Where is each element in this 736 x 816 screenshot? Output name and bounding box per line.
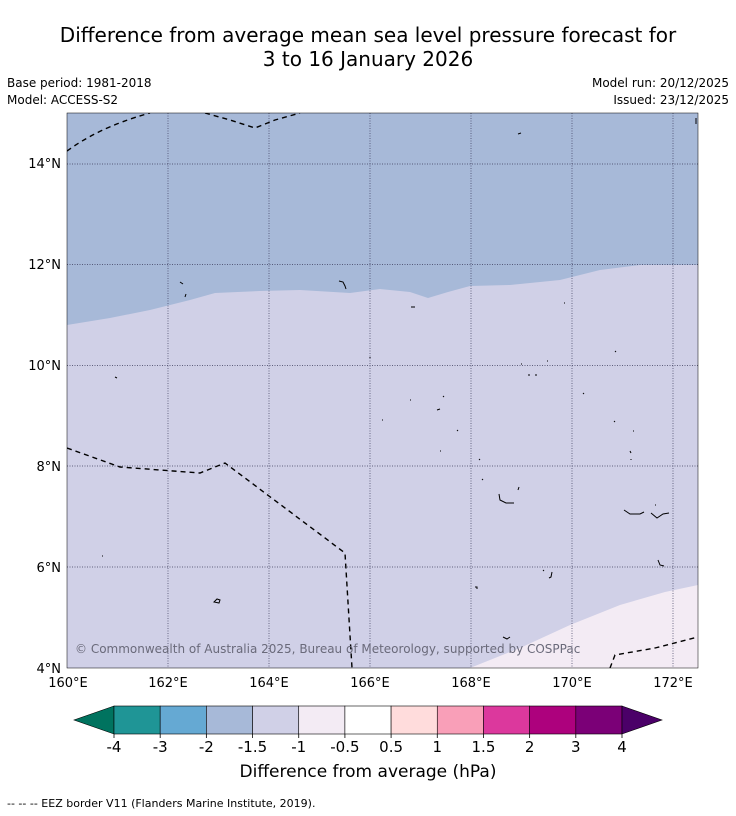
map-frame	[66, 112, 699, 669]
island-outlines	[102, 118, 697, 640]
lon-label-172: 172°E	[653, 676, 693, 691]
colorbar-tick-label: 4	[617, 738, 627, 756]
lat-label-6: 6°N	[37, 561, 62, 576]
map-gridlines	[67, 113, 698, 668]
lon-label-164: 164°E	[249, 676, 289, 691]
colorbar-tick-label: -0.5	[330, 738, 359, 756]
colorbar-segment	[575, 705, 623, 735]
colorbar-segment	[113, 705, 161, 735]
colorbar-segment	[344, 705, 392, 735]
lat-label-8: 8°N	[37, 460, 62, 475]
colorbar-title: Difference from average (hPa)	[239, 762, 497, 782]
colorbar-tick-label: 1.5	[472, 738, 496, 756]
model-run-label: Model run: 20/12/2025	[591, 76, 729, 90]
colorbar: -4 -3 -2 -1.5 -1 -0.5 0.5 1 1.5 2 3 4	[73, 705, 663, 756]
colorbar-tick-label: 1	[432, 738, 442, 756]
colorbar-segment	[436, 705, 484, 735]
title-line-1: Difference from average mean sea level p…	[59, 23, 677, 47]
model-label: Model: ACCESS-S2	[7, 93, 119, 107]
region-minus1-to-minus0-5	[470, 585, 698, 668]
eez-footnote: -- -- -- EEZ border V11 (Flanders Marine…	[7, 797, 316, 810]
forecast-map: © Commonwealth of Australia 2025, Bureau…	[28, 112, 699, 756]
colorbar-tick-label: -1.5	[238, 738, 267, 756]
colorbar-tick-label: -3	[153, 738, 168, 756]
colorbar-segment	[159, 705, 207, 735]
colorbar-extend-high	[621, 705, 663, 735]
colorbar-tick-label: -4	[107, 738, 122, 756]
colorbar-tick-label: -2	[199, 738, 214, 756]
lon-label-168: 168°E	[451, 676, 491, 691]
colorbar-extend-low	[73, 705, 115, 735]
colorbar-segment	[390, 705, 438, 735]
colorbar-segment	[206, 705, 253, 735]
lon-label-170: 170°E	[552, 676, 592, 691]
colorbar-tick-label: 3	[571, 738, 581, 756]
lon-label-162: 162°E	[148, 676, 188, 691]
copyright-notice: © Commonwealth of Australia 2025, Bureau…	[75, 642, 580, 656]
lat-label-4: 4°N	[37, 662, 62, 677]
lat-label-14: 14°N	[28, 157, 61, 172]
colorbar-tick-label: -1	[291, 738, 306, 756]
eez-borders	[67, 113, 698, 668]
longitude-labels: 160°E 162°E 164°E 166°E 168°E 170°E 172°…	[48, 676, 693, 691]
latitude-labels: 14°N 12°N 10°N 8°N 6°N 4°N	[28, 157, 61, 677]
lon-label-160: 160°E	[48, 676, 88, 691]
colorbar-tick-label: 2	[525, 738, 535, 756]
map-fill-regions	[67, 113, 698, 668]
colorbar-tick-label: 0.5	[379, 738, 403, 756]
colorbar-segment	[252, 705, 300, 735]
lat-label-12: 12°N	[28, 258, 61, 273]
lon-label-166: 166°E	[350, 676, 390, 691]
colorbar-segment	[483, 705, 530, 735]
colorbar-segment	[298, 705, 346, 735]
lat-label-10: 10°N	[28, 359, 61, 374]
colorbar-segment	[529, 705, 577, 735]
region-minus2-to-minus1-5	[67, 113, 698, 325]
issued-label: Issued: 23/12/2025	[613, 93, 729, 107]
base-period-label: Base period: 1981-2018	[7, 76, 152, 90]
title-line-2: 3 to 16 January 2026	[262, 47, 474, 71]
